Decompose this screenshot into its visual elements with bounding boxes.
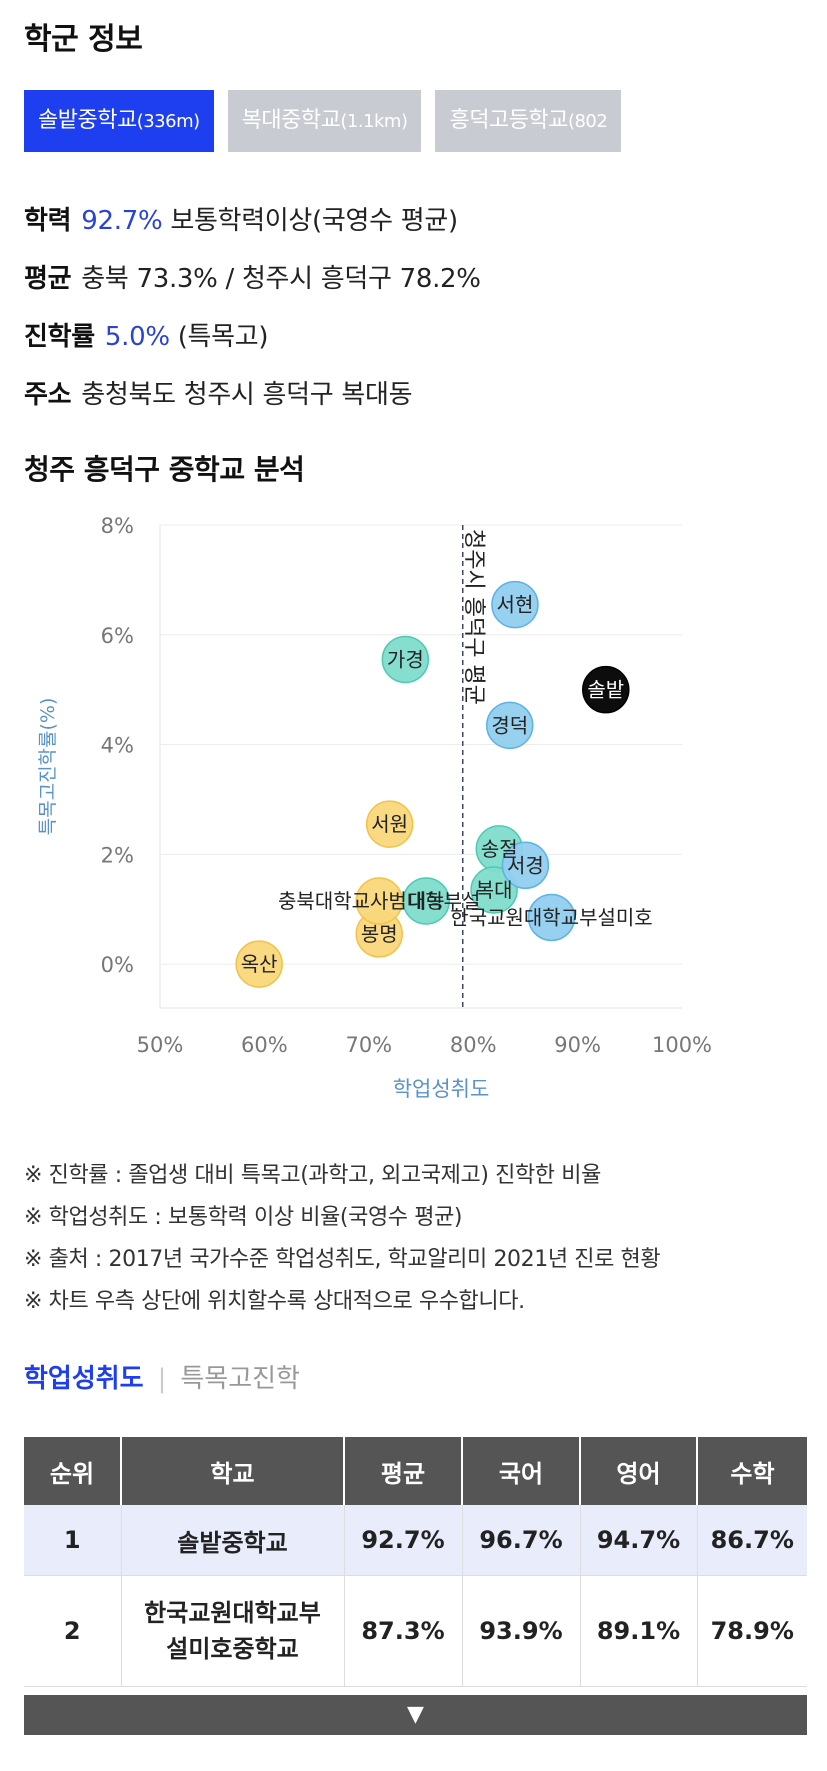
x-tick-label: 80% xyxy=(450,1033,497,1057)
header-english: 영어 xyxy=(580,1437,698,1505)
scatter-chart-svg: 8% 6% 4% 2% 0% 50% 60% 70% 80% 90% 100% 학업성취도 특목고진학률… xyxy=(37,514,712,1101)
tab-school-3-distance: (802 xyxy=(567,111,608,132)
data-point-label: 봉명 xyxy=(361,922,398,946)
data-point xyxy=(501,841,550,890)
address-label: 주소 xyxy=(24,380,72,410)
cell-korean: 93.9% xyxy=(462,1575,581,1687)
address-value: 충청북도 청주시 흥덕구 복대동 xyxy=(81,380,413,410)
data-point-label: 서원 xyxy=(371,812,408,836)
cell-rank: 1 xyxy=(24,1505,122,1576)
cell-english: 89.1% xyxy=(580,1575,698,1687)
cell-average: 87.3% xyxy=(344,1575,463,1687)
note-4: ※ 차트 우측 상단에 위치할수록 상대적으로 우수합니다. xyxy=(24,1289,525,1314)
advance-desc: (특목고) xyxy=(177,322,269,352)
address-line: 주소 충청북도 청주시 흥덕구 복대동 xyxy=(24,374,413,411)
cell-school: 솔밭중학교 xyxy=(121,1505,345,1576)
data-point xyxy=(402,877,450,925)
y-tick-label: 4% xyxy=(101,734,134,758)
table-header-row: 순위 학교 평균 국어 영어 수학 xyxy=(24,1437,807,1505)
data-point-label: 옥산 xyxy=(241,952,278,976)
y-axis-label: 특목고진학률(%) xyxy=(37,698,59,836)
data-point-label: 경덕 xyxy=(491,713,528,737)
x-tick-label: 100% xyxy=(652,1033,712,1057)
advance-label: 진학률 xyxy=(24,322,95,352)
tab-school-1[interactable]: 솔밭중학교(336m) xyxy=(24,90,214,152)
header-rank: 순위 xyxy=(24,1437,122,1505)
data-point-label: 한국교원대학교부설미호 xyxy=(450,905,652,929)
tab-school-3[interactable]: 흥덕고등학교(802 xyxy=(435,90,622,152)
achievement-value: 92.7% xyxy=(81,206,163,236)
data-point xyxy=(527,893,576,942)
x-tick-label: 70% xyxy=(345,1033,392,1057)
header-average: 평균 xyxy=(344,1437,463,1505)
data-point xyxy=(470,866,518,914)
y-tick-label: 0% xyxy=(101,953,134,977)
note-3: ※ 출처 : 2017년 국가수준 학업성취도, 학교알리미 2021년 진로 … xyxy=(24,1247,661,1272)
achievement-label: 학력 xyxy=(24,206,72,236)
x-tick-label: 50% xyxy=(137,1033,184,1057)
tab-school-2[interactable]: 복대중학교(1.1km) xyxy=(227,90,422,152)
cell-average: 92.7% xyxy=(344,1505,463,1576)
school-tabs: 솔밭중학교(336m) 복대중학교(1.1km) 흥덕고등학교(802 xyxy=(24,90,807,152)
data-point xyxy=(235,940,283,988)
average-line: 평균 충북 73.3% / 청주시 흥덕구 78.2% xyxy=(24,258,481,295)
y-tick-label: 2% xyxy=(101,843,134,867)
cell-math: 86.7% xyxy=(697,1505,807,1576)
table-row[interactable]: 2 한국교원대학교부설미호중학교 87.3% 93.9% 89.1% 78.9% xyxy=(24,1575,807,1687)
data-point-label: 서현 xyxy=(497,593,534,617)
achievement-desc: 보통학력이상(국영수 평균) xyxy=(170,206,458,236)
cell-math: 78.9% xyxy=(697,1575,807,1687)
data-point xyxy=(381,635,430,684)
x-axis-label: 학업성취도 xyxy=(393,1077,490,1101)
subtab-achievement[interactable]: 학업성취도 xyxy=(24,1364,144,1394)
average-reference-label: 청주시 흥덕구 평균 xyxy=(461,529,486,705)
triangle-down-icon: ▼ xyxy=(407,1702,424,1727)
tab-school-2-name: 복대중학교 xyxy=(241,108,341,133)
analysis-title: 청주 흥덕구 중학교 분석 xyxy=(24,453,305,486)
data-point-label: 솔밭 xyxy=(587,678,624,702)
ranking-subtabs: 학업성취도 | 특목고진학 xyxy=(24,1358,300,1395)
data-point-label: 송절 xyxy=(481,837,518,861)
data-point-label: 가경 xyxy=(387,647,424,671)
page-title: 학군 정보 xyxy=(24,22,143,57)
cell-english: 94.7% xyxy=(580,1505,698,1576)
data-point xyxy=(491,580,539,629)
header-school: 학교 xyxy=(121,1437,345,1505)
advance-line: 진학률 5.0% (특목고) xyxy=(24,316,269,353)
data-point-label: 대농 xyxy=(408,889,445,913)
ranking-table: 순위 학교 평균 국어 영어 수학 1 솔밭중학교 92.7% 96.7% 94… xyxy=(24,1437,807,1687)
tab-school-2-distance: (1.1km) xyxy=(340,111,408,132)
cell-korean: 96.7% xyxy=(462,1505,581,1576)
note-1: ※ 진학률 : 졸업생 대비 특목고(과학고, 외고국제고) 진학한 비율 xyxy=(24,1163,601,1188)
x-tick-label: 90% xyxy=(554,1033,601,1057)
tab-school-1-name: 솔밭중학교 xyxy=(38,108,137,133)
show-more-button[interactable]: ▼ xyxy=(24,1695,807,1735)
advance-value: 5.0% xyxy=(104,322,170,352)
x-tick-label: 60% xyxy=(241,1033,288,1057)
y-tick-label: 8% xyxy=(101,514,134,538)
subtab-special-school[interactable]: 특목고진학 xyxy=(180,1364,300,1394)
header-math: 수학 xyxy=(697,1437,807,1505)
table-row[interactable]: 1 솔밭중학교 92.7% 96.7% 94.7% 86.7% xyxy=(24,1505,807,1576)
data-point xyxy=(365,800,414,848)
data-point xyxy=(485,701,534,750)
average-value: 충북 73.3% / 청주시 흥덕구 78.2% xyxy=(81,264,481,294)
header-korean: 국어 xyxy=(462,1437,581,1505)
achievement-line: 학력 92.7% 보통학력이상(국영수 평균) xyxy=(24,200,458,237)
data-point-label: 충북대학교사범대학부설 xyxy=(278,889,480,913)
data-point xyxy=(355,877,403,925)
data-point-label: 복대 xyxy=(476,878,513,902)
data-point-label: 서경 xyxy=(507,853,544,877)
average-label: 평균 xyxy=(24,264,72,294)
subtab-divider: | xyxy=(157,1364,167,1394)
tab-school-1-distance: (336m) xyxy=(136,111,200,132)
cell-school: 한국교원대학교부설미호중학교 xyxy=(121,1575,345,1687)
tab-school-3-name: 흥덕고등학교 xyxy=(449,108,568,133)
cell-rank: 2 xyxy=(24,1575,122,1687)
chart-notes: ※ 진학률 : 졸업생 대비 특목고(과학고, 외고국제고) 진학한 비율 ※ … xyxy=(24,1155,661,1323)
y-tick-label: 6% xyxy=(101,624,134,648)
scatter-chart: 8% 6% 4% 2% 0% 50% 60% 70% 80% 90% 100% 학업성취도 특목고진학률… xyxy=(24,505,807,1145)
note-2: ※ 학업성취도 : 보통학력 이상 비율(국영수 평균) xyxy=(24,1205,463,1230)
data-point xyxy=(582,665,630,714)
